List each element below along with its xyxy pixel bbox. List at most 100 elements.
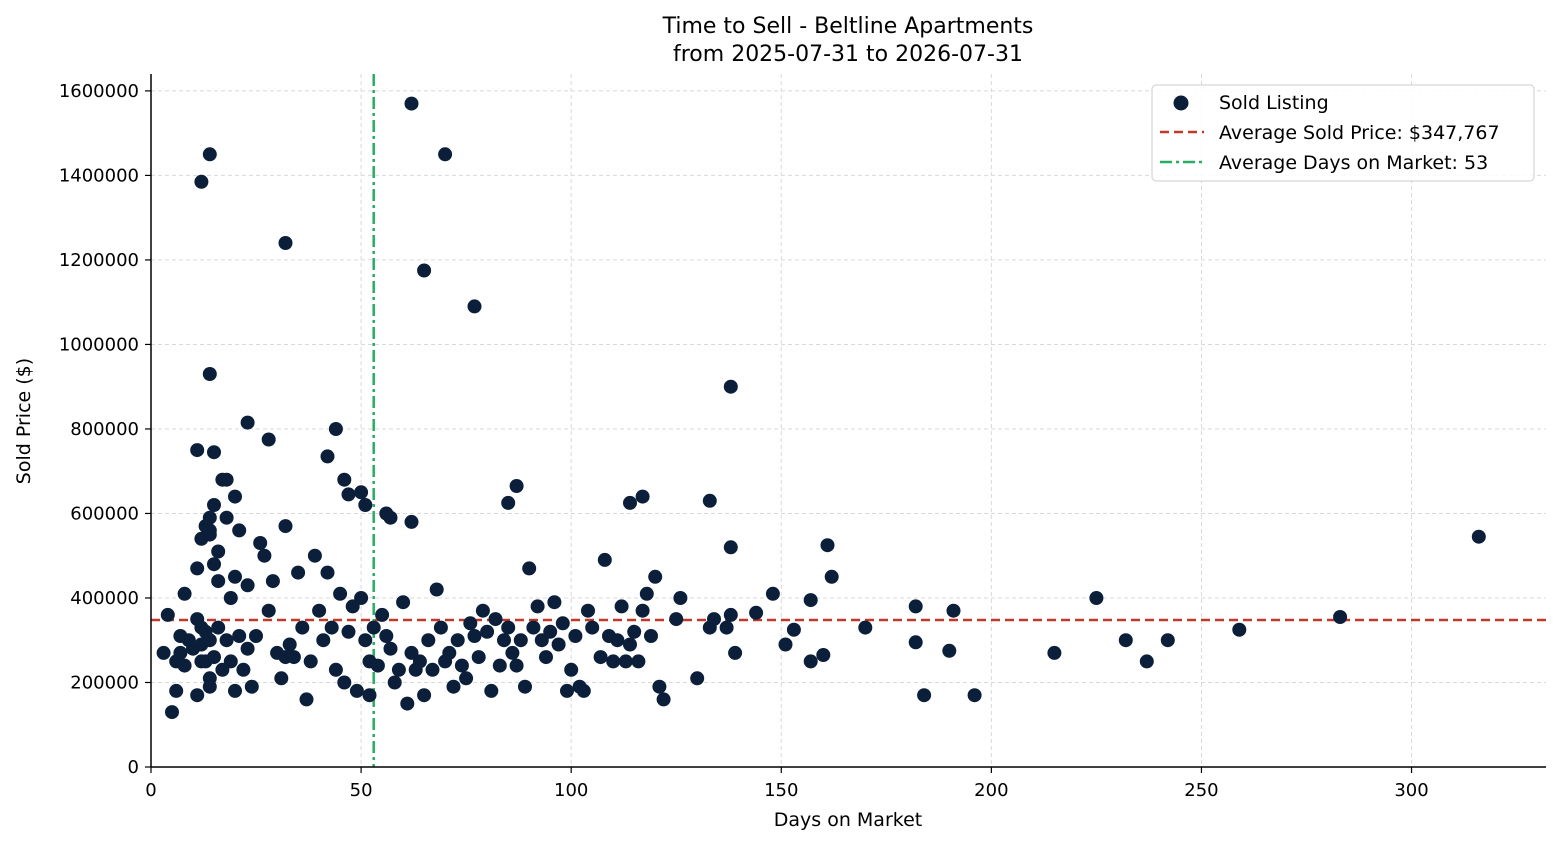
x-tick-label: 300 <box>1394 780 1428 801</box>
data-point <box>669 612 684 627</box>
data-point <box>1160 633 1175 648</box>
data-point <box>610 633 625 648</box>
axes <box>145 74 1546 773</box>
data-point <box>358 633 373 648</box>
data-point <box>362 688 377 703</box>
data-point <box>228 489 242 504</box>
data-point <box>337 675 352 690</box>
data-points <box>156 96 1486 720</box>
y-tick-label: 600000 <box>70 503 139 524</box>
x-tick-label: 0 <box>145 780 156 801</box>
data-point <box>803 593 818 608</box>
data-point <box>421 633 436 648</box>
data-point <box>370 658 385 673</box>
data-point <box>165 705 179 720</box>
data-point <box>320 565 335 580</box>
data-point <box>211 574 226 589</box>
data-point <box>749 605 764 620</box>
data-point <box>509 658 524 673</box>
data-point <box>946 603 961 618</box>
data-point <box>303 654 318 669</box>
data-point <box>387 675 402 690</box>
data-point <box>400 696 415 711</box>
data-point <box>244 679 259 694</box>
data-point <box>723 379 738 394</box>
data-point <box>358 498 373 512</box>
data-point <box>551 637 566 652</box>
data-point <box>207 445 221 460</box>
data-point <box>1047 645 1062 660</box>
data-point <box>316 633 331 648</box>
data-point <box>202 633 217 648</box>
data-point <box>644 629 658 643</box>
data-point <box>501 620 516 635</box>
data-point <box>202 510 217 525</box>
data-point <box>501 495 516 510</box>
data-point <box>858 620 873 635</box>
y-axis-label: Sold Price ($) <box>13 358 35 484</box>
data-point <box>564 662 579 677</box>
data-point <box>190 688 205 703</box>
data-point <box>211 544 226 559</box>
x-tick-label: 100 <box>554 780 588 801</box>
data-point <box>454 658 469 673</box>
y-tick-label: 800000 <box>70 419 139 440</box>
data-point <box>219 472 234 487</box>
data-point <box>1089 591 1104 605</box>
data-point <box>417 263 432 278</box>
data-point <box>223 654 238 669</box>
x-tick-label: 200 <box>974 780 1008 801</box>
data-point <box>337 472 352 487</box>
data-point <box>606 654 621 669</box>
data-point <box>425 662 440 677</box>
data-point <box>429 582 444 597</box>
legend-marker-sold-listing <box>1173 95 1189 111</box>
data-point <box>555 616 570 631</box>
data-point <box>459 671 474 686</box>
data-point <box>295 620 310 635</box>
data-point <box>320 449 335 464</box>
data-point <box>207 650 221 665</box>
data-point <box>354 485 369 500</box>
data-point <box>307 548 322 563</box>
data-point <box>291 565 306 580</box>
data-point <box>522 561 537 576</box>
y-tick-label: 200000 <box>70 672 139 693</box>
y-tick-label: 1200000 <box>59 250 139 271</box>
data-point <box>404 645 419 660</box>
data-point <box>278 519 293 534</box>
data-point <box>1118 633 1133 648</box>
data-point <box>639 586 654 601</box>
data-point <box>333 586 348 601</box>
data-point <box>463 616 478 631</box>
data-point <box>328 422 343 436</box>
data-point <box>366 620 381 635</box>
data-point <box>631 654 646 669</box>
data-point <box>228 683 242 698</box>
data-point <box>623 495 637 510</box>
y-tick-label: 1400000 <box>59 165 139 186</box>
chart-subtitle: from 2025-07-31 to 2026-07-31 <box>673 42 1023 67</box>
data-point <box>475 603 490 618</box>
data-point <box>232 523 247 538</box>
data-point <box>417 688 432 703</box>
data-point <box>1471 529 1486 544</box>
data-point <box>581 603 595 618</box>
tick-labels: 0 50 100 150 200 250 300 0 200000 400000 600000 800… <box>59 81 1429 801</box>
data-point <box>354 591 369 605</box>
data-point <box>232 629 247 643</box>
data-point <box>816 648 831 662</box>
data-point <box>240 641 255 656</box>
data-point <box>391 662 406 677</box>
data-point <box>585 620 600 635</box>
data-point <box>265 574 280 589</box>
y-tick-label: 400000 <box>70 588 139 609</box>
legend: Sold Listing Average Sold Price: $347,76… <box>1151 84 1535 182</box>
data-point <box>375 607 390 622</box>
data-point <box>274 671 289 686</box>
legend-box <box>1151 84 1535 182</box>
data-point <box>1333 610 1348 624</box>
data-point <box>728 645 743 660</box>
data-point <box>648 569 663 584</box>
